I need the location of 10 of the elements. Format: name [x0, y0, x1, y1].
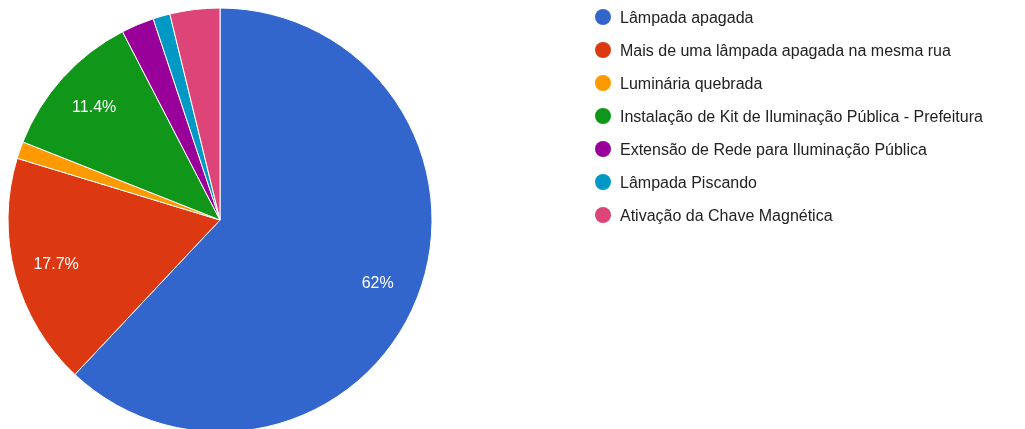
- data-label: 62%: [361, 273, 394, 291]
- legend-label: Extensão de Rede para Iluminação Pública: [620, 140, 927, 158]
- legend-label: Mais de uma lâmpada apagada na mesma rua: [620, 41, 951, 59]
- legend-label: Lâmpada Piscando: [620, 173, 758, 191]
- legend-label: Instalação de Kit de Iluminação Pública - Prefeitura: [620, 107, 983, 125]
- legend-label: Lâmpada apagada: [620, 8, 754, 26]
- data-label: 17.7%: [33, 255, 79, 273]
- data-label: 11.4%: [72, 97, 117, 115]
- legend-label: Ativação da Chave Magnética: [620, 206, 833, 224]
- legend-label: Luminária quebrada: [620, 74, 763, 92]
